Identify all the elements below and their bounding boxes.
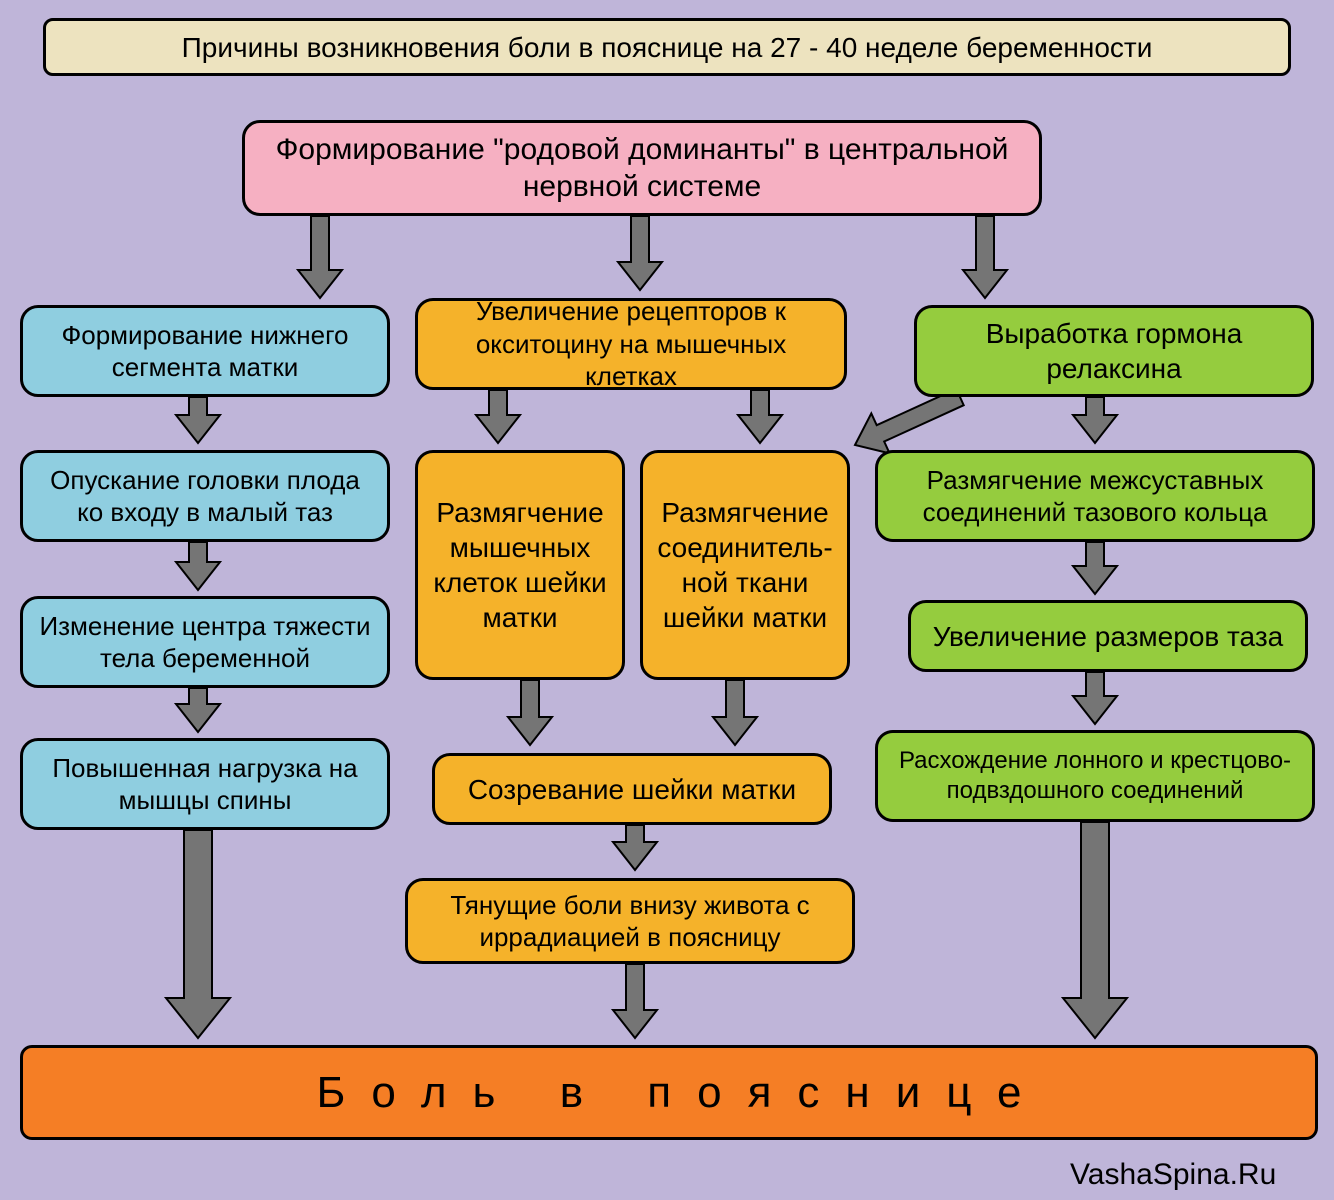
node-o1: Увеличение рецепторов к окситоцину на мы… [415,298,847,390]
arrow-icon [613,964,657,1038]
node-b1-label: Формирование нижнего сегмента матки [37,319,373,384]
watermark: VashaSpina.Ru [1070,1158,1276,1192]
arrow-icon [298,216,342,298]
node-g4-label: Расхождение лонного и крестцово-подвздош… [892,746,1298,806]
node-o4: Созревание шейки матки [432,753,832,825]
node-o5-label: Тянущие боли внизу живота с иррадиацией … [422,889,838,954]
arrow-icon [176,688,220,732]
node-root: Формирование "родовой доминанты" в центр… [242,120,1042,216]
node-b2-label: Опускание головки плода ко входу в малый… [37,464,373,529]
node-o2-label: Размягчение мышечных клеток шейки матки [432,495,608,635]
node-b4: Повышенная нагрузка на мышцы спины [20,738,390,830]
arrow-icon [855,389,964,454]
arrow-icon [176,397,220,443]
arrow-icon [1073,542,1117,594]
node-g3-label: Увеличение размеров таза [933,619,1283,654]
node-o2: Размягчение мышечных клеток шейки матки [415,450,625,680]
node-b3-label: Изменение центра тяжести тела беременной [37,610,373,675]
node-footer-label: Боль в пояснице [317,1065,1048,1120]
node-o4-label: Созревание шейки матки [468,772,796,807]
node-g4: Расхождение лонного и крестцово-подвздош… [875,730,1315,822]
node-o3: Размягчение соединитель-ной ткани шейки … [640,450,850,680]
node-title: Причины возникновения боли в пояснице на… [43,18,1291,76]
node-g1: Выработка гормона релаксина [914,305,1314,397]
node-o1-label: Увеличение рецепторов к окситоцину на мы… [432,295,830,393]
arrow-icon [613,825,657,870]
arrow-icon [1073,672,1117,724]
node-g3: Увеличение размеров таза [908,600,1308,672]
node-g1-label: Выработка гормона релаксина [931,316,1297,386]
node-b1: Формирование нижнего сегмента матки [20,305,390,397]
node-footer: Боль в пояснице [20,1045,1318,1140]
arrow-icon [176,542,220,590]
arrow-icon [476,390,520,443]
node-root-label: Формирование "родовой доминанты" в центр… [259,131,1025,206]
node-b2: Опускание головки плода ко входу в малый… [20,450,390,542]
arrow-icon [166,830,230,1038]
node-o3-label: Размягчение соединитель-ной ткани шейки … [657,495,833,635]
arrow-icon [1073,397,1117,443]
arrow-icon [713,680,757,745]
arrow-icon [1063,822,1127,1038]
node-g2: Размягчение межсуставных соединений тазо… [875,450,1315,542]
arrow-icon [618,216,662,290]
arrow-icon [738,390,782,443]
node-b4-label: Повышенная нагрузка на мышцы спины [37,752,373,817]
node-b3: Изменение центра тяжести тела беременной [20,596,390,688]
arrow-icon [508,680,552,745]
node-title-label: Причины возникновения боли в пояснице на… [182,30,1153,65]
node-o5: Тянущие боли внизу живота с иррадиацией … [405,878,855,964]
node-g2-label: Размягчение межсуставных соединений тазо… [892,464,1298,529]
arrow-icon [963,216,1007,298]
